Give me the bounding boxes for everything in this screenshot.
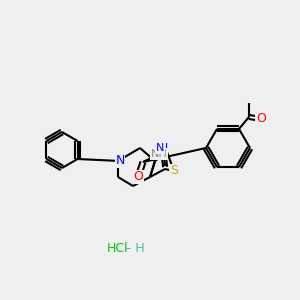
Text: O: O xyxy=(133,170,143,184)
Text: O: O xyxy=(256,112,266,125)
Text: N: N xyxy=(158,142,168,154)
Text: HCl: HCl xyxy=(107,242,129,254)
Text: – H: – H xyxy=(121,242,145,254)
Text: N: N xyxy=(156,143,164,153)
Text: S: S xyxy=(170,164,178,178)
Text: N: N xyxy=(115,154,125,167)
Text: NH: NH xyxy=(151,149,167,159)
